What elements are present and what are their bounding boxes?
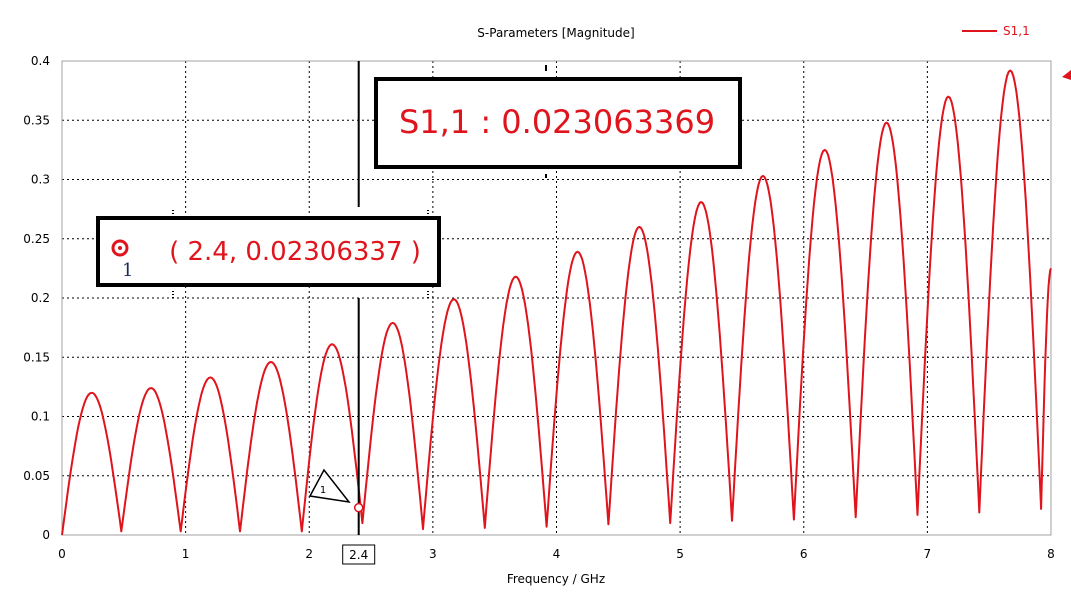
y-tick-label: 0.1 bbox=[31, 410, 50, 424]
chart-title: S-Parameters [Magnitude] bbox=[477, 26, 634, 40]
y-tick-label: 0 bbox=[42, 528, 50, 542]
legend-label-s11: S1,1 bbox=[1003, 24, 1030, 38]
legend[interactable]: S1,1 bbox=[962, 24, 1071, 80]
y-tick-label: 0.25 bbox=[23, 232, 50, 246]
marker-axis-tag: 2.4 bbox=[349, 548, 368, 562]
y-tick-label: 0.35 bbox=[23, 113, 50, 127]
series-line-s11 bbox=[61, 69, 1052, 536]
y-tick-label: 0.15 bbox=[23, 350, 50, 364]
marker-axis-tag-box bbox=[342, 544, 376, 565]
x-tick-label: 2 bbox=[305, 547, 313, 561]
x-tick-label: 0 bbox=[58, 547, 66, 561]
x-axis-label: Frequency / GHz bbox=[507, 572, 605, 586]
y-tick-label: 0.05 bbox=[23, 469, 50, 483]
x-tick-label: 3 bbox=[429, 547, 437, 561]
marker-target-icon bbox=[111, 239, 129, 257]
x-tick-label: 8 bbox=[1047, 547, 1055, 561]
marker-flag-icon[interactable] bbox=[308, 468, 351, 504]
x-tick-label: 7 bbox=[924, 547, 932, 561]
marker-point[interactable] bbox=[353, 502, 364, 513]
marker-coord-box[interactable] bbox=[96, 216, 441, 287]
x-tick-label: 5 bbox=[676, 547, 684, 561]
marker-id-label: 1 bbox=[122, 260, 133, 281]
x-tick-label: 6 bbox=[800, 547, 808, 561]
y-tick-label: 0.2 bbox=[31, 291, 50, 305]
x-tick-label: 4 bbox=[553, 547, 561, 561]
marker-target-icon-center bbox=[118, 246, 122, 250]
x-tick-label: 1 bbox=[182, 547, 190, 561]
axis-ticks: 0 1 2 3 4 5 6 7 8 0 0.05 0.1 0.15 0.2 0.25 0.3 0.35 0.4 bbox=[23, 54, 1055, 561]
y-tick-label: 0.3 bbox=[31, 173, 50, 187]
marker-value-label: S1,1 : 0.023063369 bbox=[399, 103, 715, 141]
y-tick-label: 0.4 bbox=[31, 54, 50, 68]
marker-flag-label: 1 bbox=[320, 485, 326, 496]
legend-overflow-arrow-icon bbox=[1062, 70, 1071, 80]
marker-value-box[interactable] bbox=[374, 77, 742, 169]
plot-frame bbox=[61, 60, 1052, 536]
marker-coord-label: ( 2.4, 0.02306337 ) bbox=[169, 237, 421, 267]
marker[interactable]: S1,1 : 0.023063369 1 ( 2.4, 0.02306337 ) 1 2… bbox=[96, 61, 742, 565]
